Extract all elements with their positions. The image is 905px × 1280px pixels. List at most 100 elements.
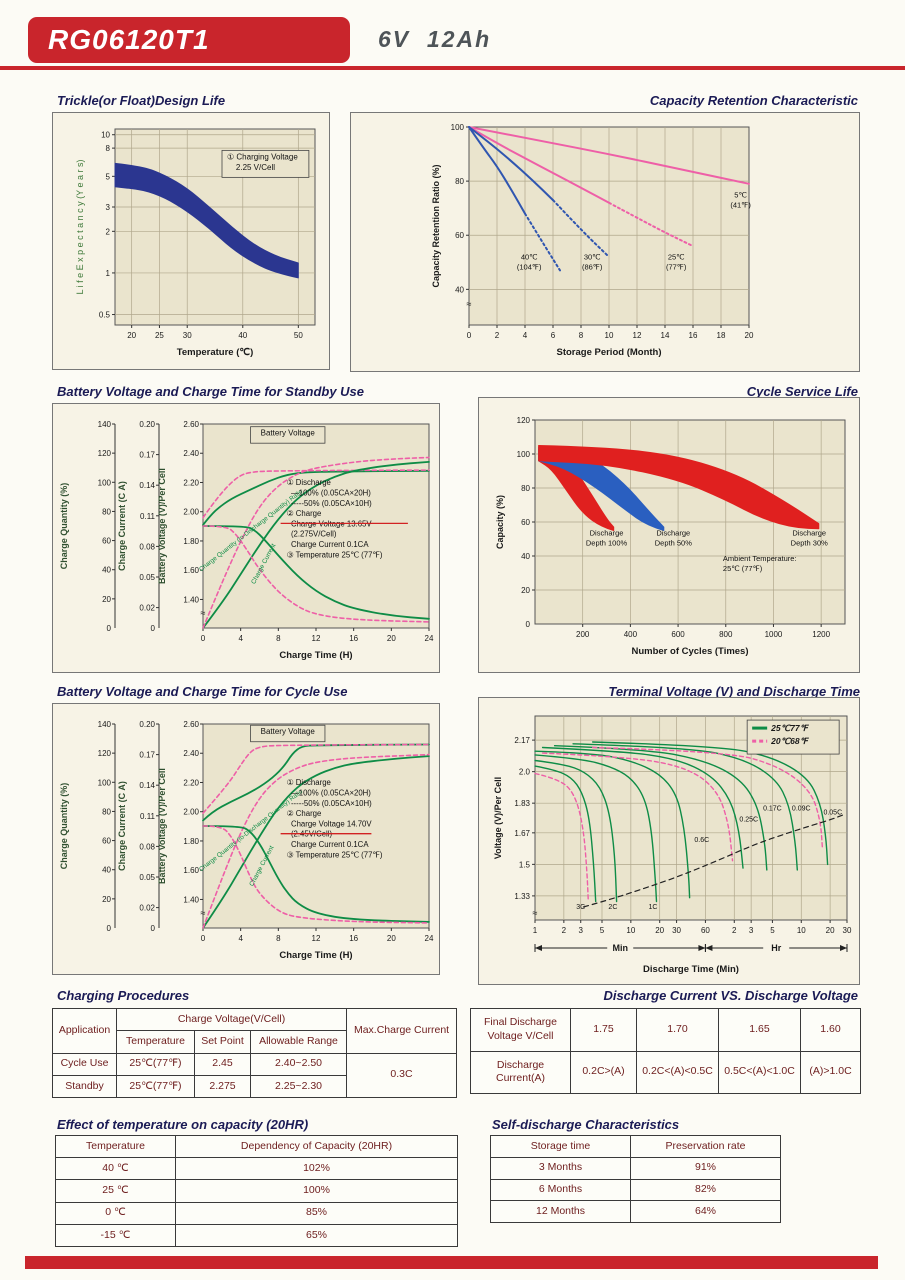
svg-text:100: 100 <box>517 450 531 459</box>
svg-text:100: 100 <box>98 478 112 487</box>
svg-text:40: 40 <box>238 331 247 340</box>
svg-text:Charge Quantity (%): Charge Quantity (%) <box>59 783 69 870</box>
svg-text:4: 4 <box>238 634 243 643</box>
svg-text:≈: ≈ <box>467 299 472 309</box>
svg-text:0.08: 0.08 <box>139 842 155 851</box>
svg-text:0.11: 0.11 <box>140 512 156 521</box>
svg-text:5: 5 <box>600 926 605 935</box>
svg-text:30℃: 30℃ <box>584 253 601 262</box>
svg-text:1.40: 1.40 <box>183 595 199 604</box>
svg-text:0: 0 <box>107 624 112 633</box>
svg-text:100: 100 <box>98 778 112 787</box>
svg-text:1.5: 1.5 <box>519 860 531 869</box>
svg-text:≈: ≈ <box>533 908 538 918</box>
table-cell: 102% <box>175 1157 458 1181</box>
self-discharge-table: Storage time Preservation rate 3 Months 91%… <box>490 1135 781 1223</box>
svg-text:50: 50 <box>294 331 303 340</box>
svg-text:2: 2 <box>106 227 111 236</box>
svg-text:80: 80 <box>521 484 530 493</box>
svg-text:0.14: 0.14 <box>139 781 155 790</box>
svg-text:8: 8 <box>106 144 111 153</box>
svg-text:(77℉): (77℉) <box>666 263 687 272</box>
svg-text:Discharge: Discharge <box>590 529 624 538</box>
svg-text:80: 80 <box>455 177 464 186</box>
svg-text:2.20: 2.20 <box>183 778 199 787</box>
svg-text:10: 10 <box>626 926 635 935</box>
svg-text:12: 12 <box>312 934 321 943</box>
cell-application: Cycle Use <box>52 1052 117 1076</box>
table-cell: 2.25~2.30 <box>249 1074 348 1099</box>
table-cell: 0.2C>(A) <box>570 1050 637 1094</box>
chart-charge-standby: 20 40 60 80 100 120 140 0 Charge Quantity (%) 0.0… <box>52 403 440 673</box>
svg-text:0: 0 <box>151 624 156 633</box>
svg-text:0.6C: 0.6C <box>694 837 709 844</box>
svg-text:2.00: 2.00 <box>183 808 199 817</box>
svg-text:5℃: 5℃ <box>734 190 747 199</box>
svg-text:600: 600 <box>671 630 685 639</box>
svg-text:-----50% (0.05CA×10H): -----50% (0.05CA×10H) <box>287 499 373 508</box>
svg-text:2C: 2C <box>608 904 617 911</box>
svg-text:Battery Voltage (V)/Per Cell: Battery Voltage (V)/Per Cell <box>157 768 167 884</box>
svg-text:16: 16 <box>349 934 358 943</box>
svg-text:20: 20 <box>387 934 396 943</box>
svg-text:4: 4 <box>523 331 528 340</box>
svg-text:2.17: 2.17 <box>514 736 530 745</box>
table-cell: 6 Months <box>490 1178 631 1202</box>
svg-text:5: 5 <box>106 172 111 181</box>
svg-text:1200: 1200 <box>812 630 830 639</box>
svg-text:80: 80 <box>102 507 111 516</box>
section-title-design-life: Trickle(or Float)Design Life <box>57 93 226 108</box>
svg-text:Charge Current (C A): Charge Current (C A) <box>117 781 127 871</box>
svg-text:18: 18 <box>717 331 726 340</box>
svg-text:Discharge: Discharge <box>656 529 690 538</box>
model-number: RG06120T1 <box>48 24 210 55</box>
svg-text:100: 100 <box>451 123 465 132</box>
svg-text:8: 8 <box>579 331 584 340</box>
table-cell: 25 ℃ <box>55 1179 176 1203</box>
svg-text:16: 16 <box>689 331 698 340</box>
svg-text:Voltage (V)/Per Cell: Voltage (V)/Per Cell <box>493 777 503 859</box>
svg-text:1.80: 1.80 <box>183 537 199 546</box>
svg-text:2.60: 2.60 <box>183 720 199 729</box>
table-cell: 1.65 <box>718 1008 801 1052</box>
svg-text:1.67: 1.67 <box>514 829 530 838</box>
table-cell: 2.275 <box>194 1074 251 1099</box>
svg-text:2: 2 <box>562 926 567 935</box>
header-divider <box>0 66 905 70</box>
svg-text:8: 8 <box>276 634 281 643</box>
header-cell: Preservation rate <box>630 1135 781 1158</box>
svg-text:60: 60 <box>701 926 710 935</box>
svg-text:10: 10 <box>797 926 806 935</box>
svg-text:Charge Quantity (%): Charge Quantity (%) <box>59 483 69 570</box>
svg-text:-----50% (0.05CA×10H): -----50% (0.05CA×10H) <box>287 799 373 808</box>
svg-text:4: 4 <box>238 934 243 943</box>
table-cell: 64% <box>630 1200 781 1223</box>
chart-capacity-retention: 40 60 80 100 ≈ Capacity Retention Ratio (%) 0 2… <box>350 112 860 372</box>
svg-text:60: 60 <box>455 231 464 240</box>
table-cell: 65% <box>175 1223 458 1248</box>
svg-text:20℃68℉: 20℃68℉ <box>770 736 809 746</box>
table-cell: -15 ℃ <box>55 1223 176 1248</box>
svg-text:Depth 30%: Depth 30% <box>791 539 828 548</box>
svg-text:Temperature (℃): Temperature (℃) <box>177 347 253 358</box>
svg-text:3: 3 <box>579 926 584 935</box>
svg-text:0.14: 0.14 <box>139 481 155 490</box>
svg-text:1000: 1000 <box>765 630 783 639</box>
header-sub: Temperature <box>116 1030 195 1054</box>
svg-text:Hr: Hr <box>771 943 781 953</box>
svg-text:0.5: 0.5 <box>99 311 111 320</box>
svg-text:1: 1 <box>533 926 538 935</box>
svg-text:20: 20 <box>102 595 111 604</box>
svg-text:0: 0 <box>201 934 206 943</box>
svg-text:120: 120 <box>98 449 112 458</box>
svg-text:Capacity (%): Capacity (%) <box>495 495 505 549</box>
svg-text:0.08: 0.08 <box>139 542 155 551</box>
table-cell: 3 Months <box>490 1156 631 1180</box>
svg-text:20: 20 <box>127 331 136 340</box>
svg-text:0.20: 0.20 <box>139 420 155 429</box>
chart-charge-cycle: 20 40 60 80 100 120 140 0 Charge Quantity (%) 0.0… <box>52 703 440 975</box>
svg-text:0: 0 <box>151 924 156 933</box>
svg-text:Battery Voltage: Battery Voltage <box>261 429 316 438</box>
svg-text:3C: 3C <box>576 904 585 911</box>
svg-text:20: 20 <box>102 895 111 904</box>
